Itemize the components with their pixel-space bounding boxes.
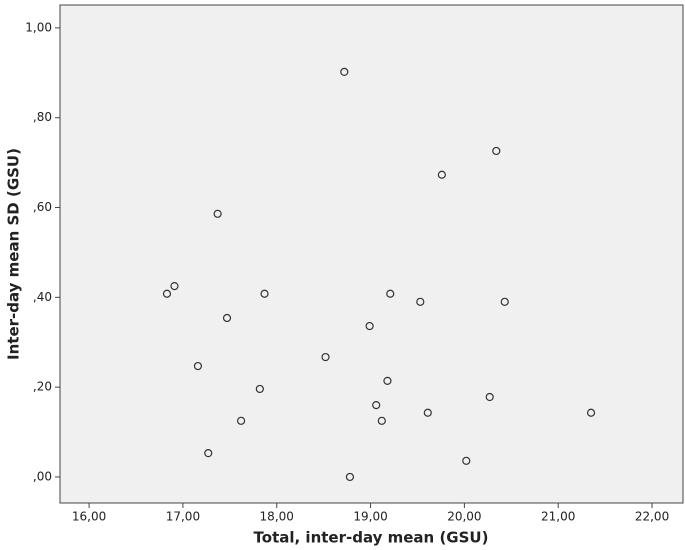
x-tick-label: 17,00 <box>166 510 200 524</box>
point <box>485 392 494 402</box>
point <box>162 289 172 298</box>
point <box>423 408 432 417</box>
y-tick-label: ,20 <box>33 380 52 394</box>
point <box>236 416 246 425</box>
x-tick-label: 16,00 <box>72 510 106 524</box>
point <box>462 456 471 465</box>
plot-area <box>59 4 684 504</box>
point <box>170 282 179 291</box>
y-tick-label: ,80 <box>33 110 52 124</box>
point <box>365 321 374 331</box>
x-tick-label: 22,00 <box>635 510 669 524</box>
point <box>340 67 349 77</box>
x-tick-label: 20,00 <box>447 510 481 524</box>
point <box>213 209 222 218</box>
point <box>416 297 425 306</box>
point <box>492 146 501 156</box>
y-tick-label: ,40 <box>33 290 52 304</box>
point <box>204 449 213 458</box>
x-tick-label: 21,00 <box>541 510 575 524</box>
point <box>321 352 330 362</box>
y-tick-label: 1,00 <box>25 20 52 34</box>
point <box>222 313 232 323</box>
y-tick-label: ,60 <box>33 200 52 214</box>
x-tick-label: 19,00 <box>353 510 387 524</box>
point <box>372 401 381 410</box>
point <box>586 408 596 417</box>
point <box>377 416 386 425</box>
point <box>383 376 392 385</box>
point <box>437 170 446 179</box>
point <box>260 289 269 298</box>
y-axis-title: Inter-day mean SD (GSU) <box>5 148 23 360</box>
point <box>255 384 264 394</box>
point <box>345 472 355 482</box>
x-axis-title: Total, inter-day mean (GSU) <box>254 529 489 547</box>
x-tick-label: 18,00 <box>260 510 294 524</box>
point <box>193 361 203 371</box>
point <box>386 289 395 298</box>
y-tick-label: ,00 <box>33 469 52 483</box>
point <box>500 297 509 306</box>
